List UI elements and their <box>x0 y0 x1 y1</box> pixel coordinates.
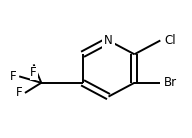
Text: Cl: Cl <box>164 34 176 47</box>
Text: Br: Br <box>164 76 177 89</box>
Text: F: F <box>10 70 16 83</box>
Text: N: N <box>104 34 113 47</box>
Text: F: F <box>15 86 22 99</box>
Text: F: F <box>30 66 37 79</box>
